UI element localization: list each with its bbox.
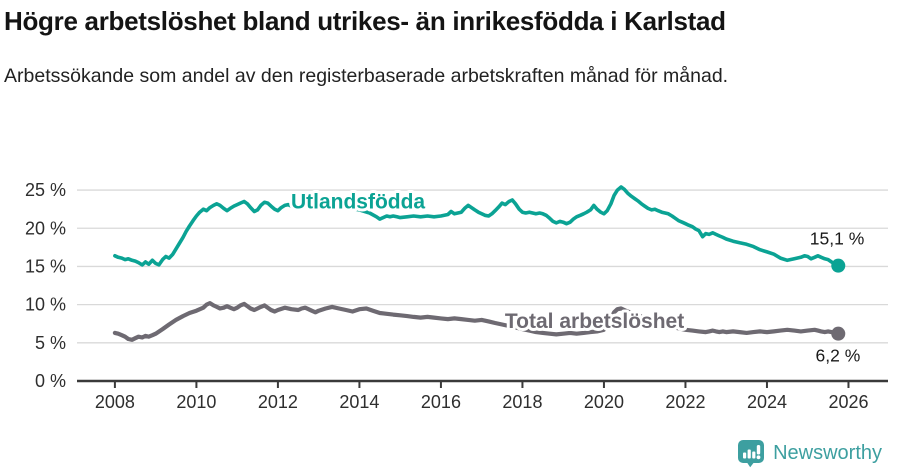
y-axis-label: 10 % <box>25 295 66 315</box>
x-axis-label: 2026 <box>828 392 868 412</box>
series-end-value-total: 6,2 % <box>816 346 861 366</box>
series-line-utlandsfodda <box>113 185 841 268</box>
page-subtitle: Arbetssökande som andel av den registerb… <box>4 65 729 87</box>
footer-brand: Newsworthy <box>737 439 882 468</box>
x-axis-label: 2022 <box>665 392 705 412</box>
series-line-total <box>112 301 841 342</box>
y-axis-label: 15 % <box>25 256 66 276</box>
newsworthy-logo-icon <box>738 440 765 468</box>
page-title: Högre arbetslöshet bland utrikes- än inr… <box>4 6 726 36</box>
y-axis-label: 0 % <box>35 371 66 391</box>
y-axis-label: 25 % <box>25 180 66 200</box>
y-axis-label: 5 % <box>35 333 66 353</box>
x-axis-label: 2018 <box>502 392 542 412</box>
brand-name: Newsworthy <box>773 442 882 464</box>
x-axis-label: 2014 <box>339 392 379 412</box>
series-end-dot-total <box>831 326 846 341</box>
series-end-value-utlandsfodda: 15,1 % <box>810 229 864 249</box>
x-axis-label: 2020 <box>584 392 624 412</box>
x-axis-label: 2010 <box>176 392 216 412</box>
y-axis-label: 20 % <box>25 218 66 238</box>
series-label-total: Total arbetslöshet <box>505 310 684 333</box>
x-axis-label: 2008 <box>95 392 135 412</box>
x-axis-label: 2012 <box>258 392 298 412</box>
x-axis-label: 2016 <box>421 392 461 412</box>
x-axis-label: 2024 <box>747 392 787 412</box>
series-label-utlandsfodda: Utlandsfödda <box>291 191 425 214</box>
series-end-dot-utlandsfodda <box>831 258 846 273</box>
